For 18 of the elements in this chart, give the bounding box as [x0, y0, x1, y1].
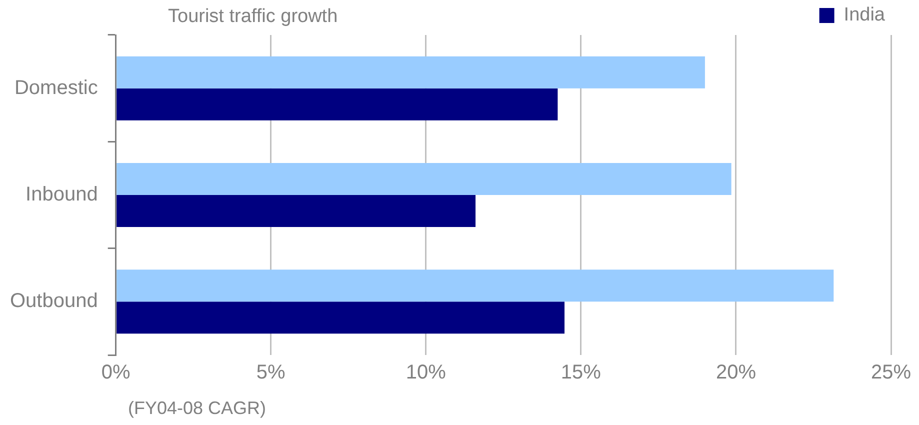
- x-tick-label: 25%: [870, 362, 912, 384]
- x-tick-label: 20%: [716, 362, 756, 384]
- bar: [116, 302, 565, 334]
- x-tick-label: 10%: [406, 362, 446, 384]
- text: (FY04-08 CAGR): [128, 398, 266, 419]
- bar: [116, 88, 558, 120]
- bar: [116, 56, 705, 88]
- y-tick-label: Inbound: [26, 184, 98, 206]
- legend-label: India: [844, 4, 886, 26]
- x-tick-label: 0%: [101, 362, 131, 384]
- chart-title: Tourist traffic growth: [168, 6, 338, 28]
- x-tick-label: 15%: [560, 362, 602, 384]
- bar: [116, 163, 732, 195]
- bar: [116, 195, 476, 227]
- y-tick-label: Outbound: [10, 290, 98, 312]
- bar: [116, 270, 834, 302]
- x-tick-label: 5%: [256, 362, 286, 384]
- y-tick-label: Domestic: [14, 76, 98, 99]
